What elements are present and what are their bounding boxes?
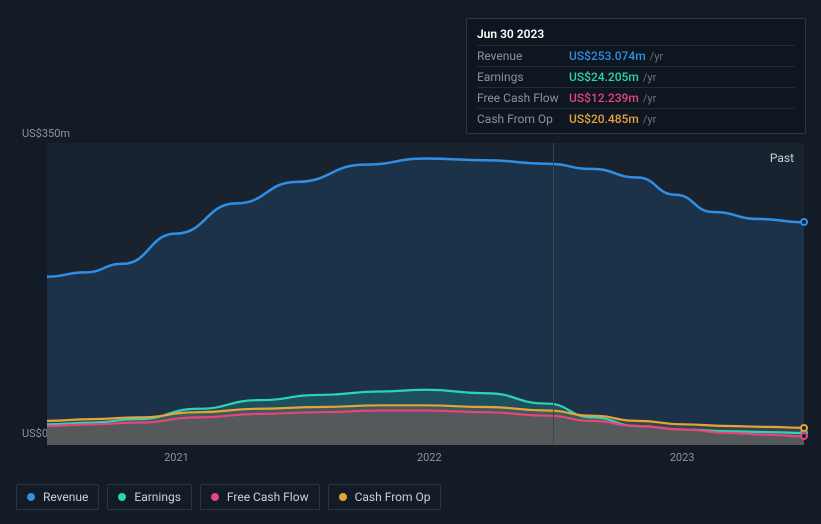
past-label: Past (770, 151, 794, 165)
chart-tooltip: Jun 30 2023 Revenue US$253.074m /yr Earn… (466, 18, 806, 134)
chart-svg (47, 143, 804, 445)
tooltip-unit: /yr (643, 113, 656, 126)
legend-dot (339, 493, 347, 501)
tooltip-row-earnings: Earnings US$24.205m /yr (477, 66, 795, 87)
tooltip-value: US$253.074m (569, 49, 646, 63)
xaxis-tick: 2023 (670, 451, 695, 464)
tooltip-label: Earnings (477, 70, 569, 84)
tooltip-unit: /yr (643, 71, 656, 84)
legend-label: Earnings (134, 490, 181, 504)
end-marker-cash_from_op (800, 424, 808, 432)
tooltip-unit: /yr (650, 50, 663, 63)
legend-label: Free Cash Flow (227, 490, 309, 504)
legend-label: Revenue (43, 490, 88, 504)
tooltip-row-fcf: Free Cash Flow US$12.239m /yr (477, 87, 795, 108)
tooltip-unit: /yr (643, 92, 656, 105)
legend-item-cfo[interactable]: Cash From Op (328, 484, 442, 510)
tooltip-label: Revenue (477, 49, 569, 63)
tooltip-value: US$24.205m (569, 70, 639, 84)
legend-dot (211, 493, 219, 501)
tooltip-row-revenue: Revenue US$253.074m /yr (477, 45, 795, 66)
yaxis-max: US$350m (22, 127, 70, 140)
xaxis-tick: 2021 (164, 451, 189, 464)
legend-dot (27, 493, 35, 501)
tooltip-value: US$20.485m (569, 112, 639, 126)
legend-item-revenue[interactable]: Revenue (16, 484, 99, 510)
tooltip-date: Jun 30 2023 (477, 25, 795, 45)
end-marker-revenue (800, 218, 808, 226)
tooltip-label: Free Cash Flow (477, 91, 569, 105)
legend-dot (118, 493, 126, 501)
tooltip-label: Cash From Op (477, 112, 569, 126)
xaxis-tick: 2022 (417, 451, 442, 464)
chart-cursor-line (553, 143, 554, 445)
legend-item-fcf[interactable]: Free Cash Flow (200, 484, 320, 510)
legend-label: Cash From Op (355, 490, 431, 504)
yaxis-min: US$0 (22, 427, 48, 440)
end-marker-free_cash_flow (800, 432, 808, 440)
legend-item-earnings[interactable]: Earnings (107, 484, 192, 510)
tooltip-value: US$12.239m (569, 91, 639, 105)
tooltip-row-cfo: Cash From Op US$20.485m /yr (477, 108, 795, 129)
chart-area[interactable]: Past (47, 143, 804, 445)
legend: Revenue Earnings Free Cash Flow Cash Fro… (16, 484, 441, 510)
